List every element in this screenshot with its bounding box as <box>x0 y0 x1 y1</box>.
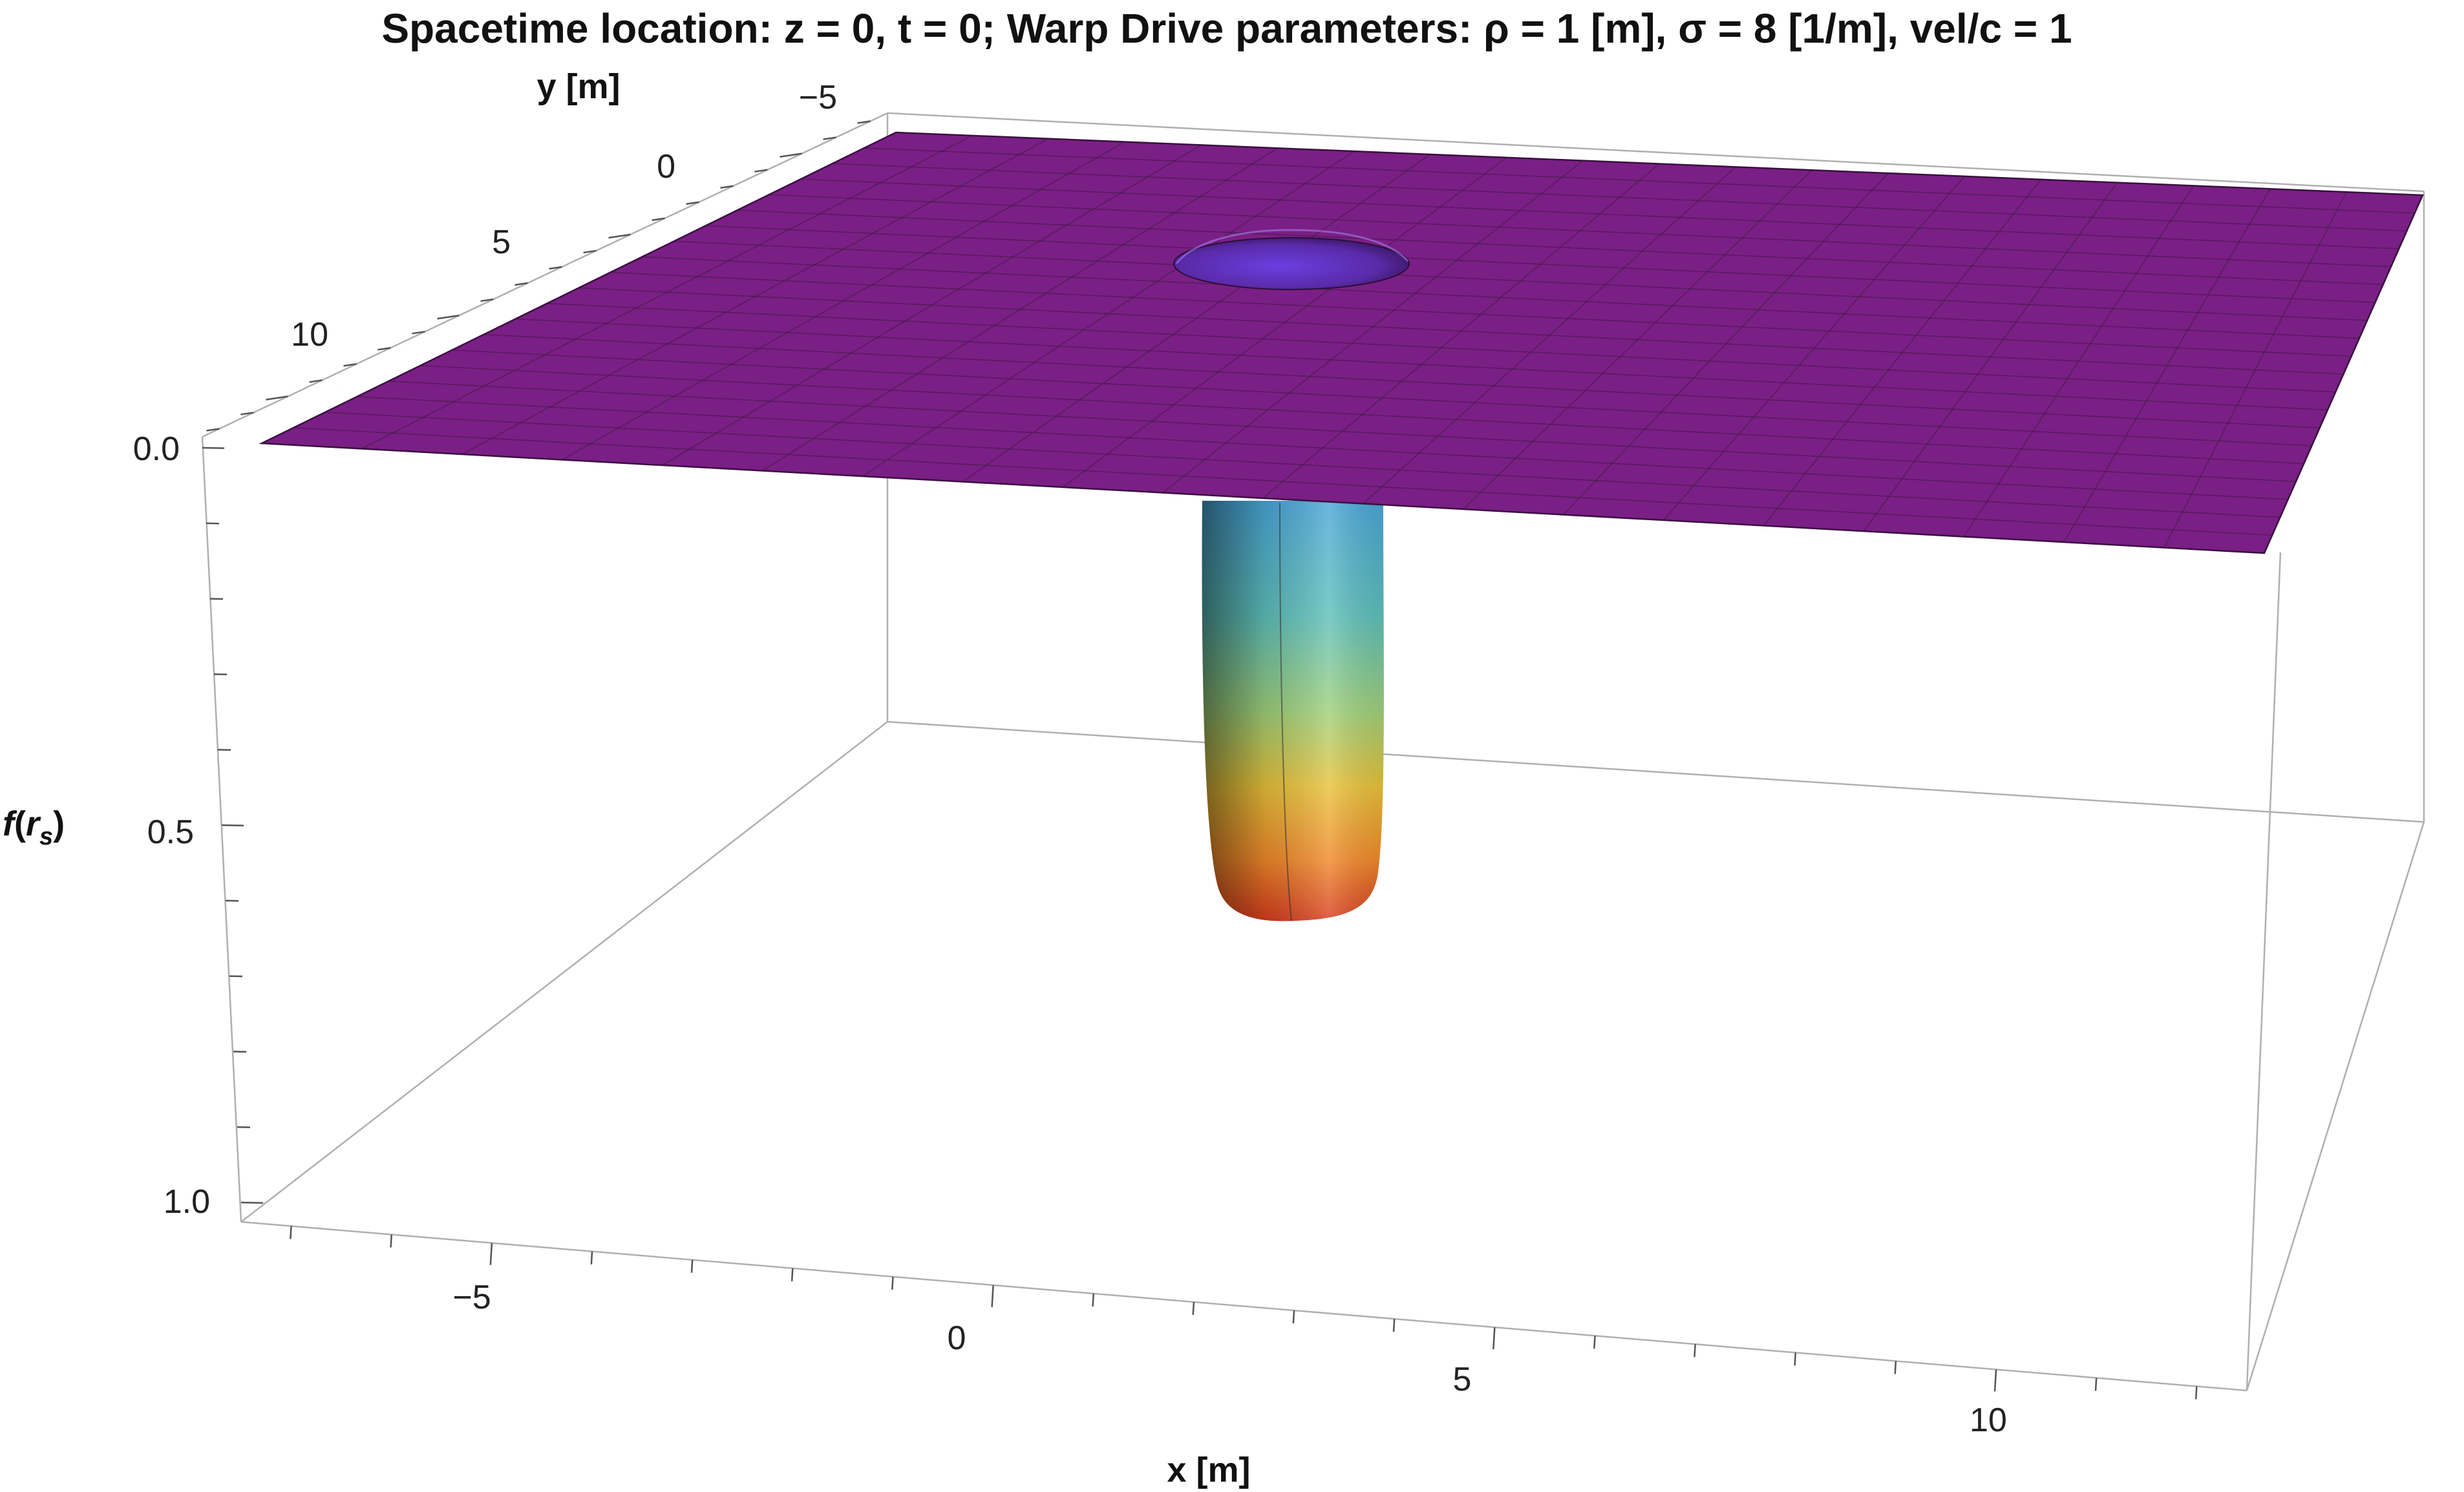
y-tick-label-1: 0 <box>657 148 675 185</box>
x-minor-tick <box>1192 1301 1195 1316</box>
y-minor-tick <box>309 379 323 383</box>
mesh-line-y <box>642 256 2360 339</box>
x-minor-tick <box>590 1251 593 1265</box>
mesh-line-y <box>674 240 2368 321</box>
z-axis-title: f(rs) <box>3 804 65 850</box>
x-minor-tick <box>1292 1310 1295 1324</box>
mesh-line-y <box>579 287 2344 375</box>
mesh-line-x <box>2063 188 2271 543</box>
mesh-line-x <box>1563 173 1889 516</box>
y-minor-tick <box>206 428 220 432</box>
mesh-line-y <box>800 178 2399 249</box>
z-tick-label-0: 0.0 <box>133 430 180 468</box>
mesh-line-x <box>1463 169 1812 510</box>
x-tick-label-2: 5 <box>1453 1361 1472 1398</box>
mesh-line-y <box>769 194 2392 268</box>
x-minor-tick <box>390 1234 392 1248</box>
y-tick-label-3: 10 <box>291 316 328 353</box>
z-tick-label-2: 1.0 <box>164 1183 210 1221</box>
x-tick-label-3: 10 <box>1970 1402 2007 1439</box>
y-major-tick <box>608 233 631 239</box>
y-minor-tick <box>652 217 665 222</box>
mesh-line-y <box>832 163 2407 232</box>
z-major-tick <box>221 824 244 826</box>
mesh-line-y <box>610 271 2352 357</box>
mesh-line-x <box>1863 182 2118 532</box>
surface-mesh <box>293 135 2415 548</box>
x-minor-tick <box>1894 1361 1897 1374</box>
mesh-line-y <box>705 225 2375 303</box>
chart-title: Spacetime location: z = 0, t = 0; Warp D… <box>381 5 2072 52</box>
mesh-line-x <box>1363 166 1736 505</box>
x-major-tick <box>1492 1327 1496 1350</box>
y-minor-tick <box>240 412 254 415</box>
y-minor-tick <box>823 136 836 140</box>
mesh-line-x <box>1662 176 1966 521</box>
y-minor-tick <box>480 298 494 302</box>
x-minor-tick <box>1593 1336 1596 1349</box>
y-minor-tick <box>343 363 357 367</box>
mesh-line-x <box>2163 191 2347 548</box>
x-major-tick <box>489 1243 493 1265</box>
surface-plane <box>259 131 2424 554</box>
y-axis-title: y [m] <box>536 67 620 106</box>
z-tick-label-1: 0.5 <box>147 814 194 851</box>
mesh-line-y <box>737 209 2383 286</box>
y-axis-ticks <box>206 120 871 432</box>
x-minor-tick <box>1092 1293 1095 1307</box>
y-minor-tick <box>549 266 562 270</box>
x-minor-tick <box>1794 1352 1797 1366</box>
x-minor-tick <box>1694 1344 1696 1358</box>
x-tick-label-0: −5 <box>452 1279 491 1316</box>
x-major-tick <box>991 1285 994 1307</box>
x-axis-ticks <box>290 1226 2198 1400</box>
y-minor-tick <box>754 169 768 173</box>
y-minor-tick <box>515 282 528 286</box>
y-minor-tick <box>857 120 871 124</box>
y-tick-label-0: −5 <box>799 79 837 116</box>
x-minor-tick <box>891 1276 894 1290</box>
y-tick-label-2: 5 <box>492 224 511 261</box>
bubble-tube <box>1202 501 1384 921</box>
y-minor-tick <box>583 249 597 254</box>
mesh-line-x <box>1763 179 2042 527</box>
y-major-tick <box>437 314 460 320</box>
x-tick-label-1: 0 <box>948 1319 966 1357</box>
bounding-box-front <box>201 191 2425 1392</box>
x-major-tick <box>1993 1369 1997 1392</box>
mesh-line-y <box>864 147 2415 214</box>
y-minor-tick <box>720 185 734 189</box>
y-minor-tick <box>686 201 699 205</box>
y-minor-tick <box>412 330 425 335</box>
y-major-tick <box>266 395 288 401</box>
y-minor-tick <box>377 346 391 351</box>
mesh-line-x <box>1963 185 2194 537</box>
x-axis-title: x [m] <box>1167 1451 1250 1489</box>
y-major-tick <box>780 152 802 158</box>
z-axis-ticks <box>202 447 264 1204</box>
x-minor-tick <box>290 1226 292 1239</box>
